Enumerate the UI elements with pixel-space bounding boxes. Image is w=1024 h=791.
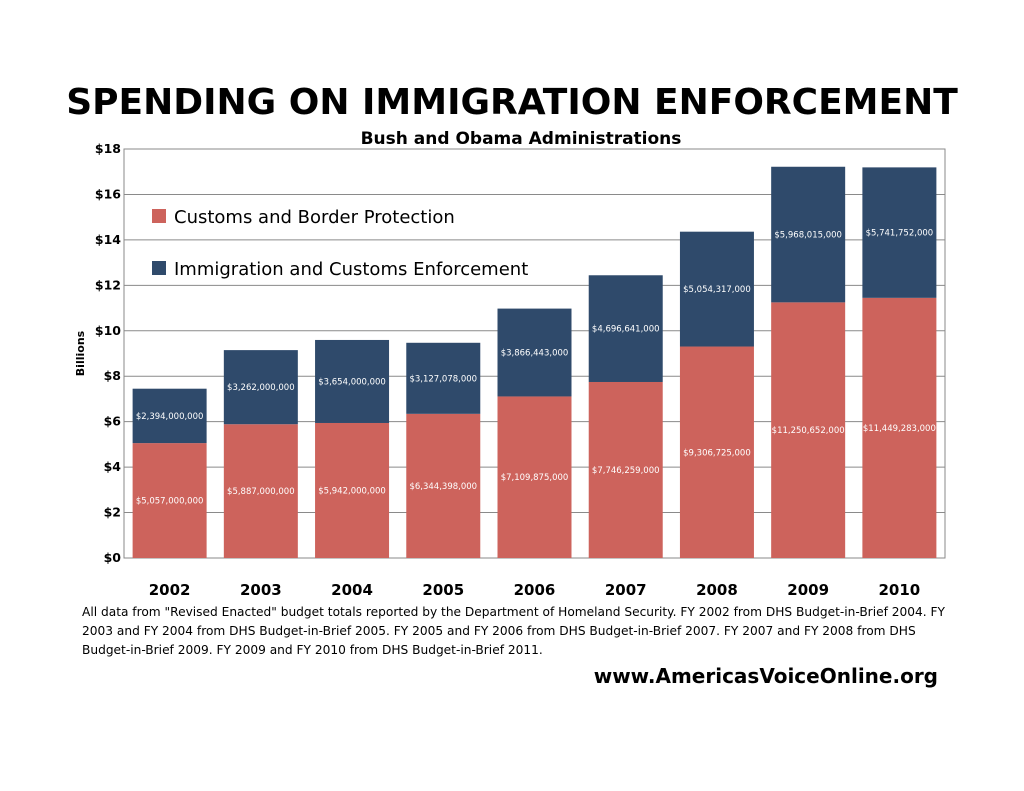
cbp-value-label: $7,109,875,000 (501, 473, 569, 483)
cbp-value-label: $6,344,398,000 (409, 482, 477, 492)
ice-value-label: $2,394,000,000 (136, 412, 204, 422)
chart-title: SPENDING ON IMMIGRATION ENFORCEMENT (66, 82, 958, 123)
ice-bar-2004 (315, 339, 390, 423)
y-tick-label: $4 (104, 459, 122, 474)
cbp-value-label: $9,306,725,000 (683, 448, 751, 458)
cbp-bar-2005 (406, 413, 481, 558)
ice-value-label: $5,741,752,000 (866, 229, 934, 239)
cbp-value-label: $5,942,000,000 (318, 486, 386, 496)
ice-bar-2003 (223, 350, 298, 425)
x-tick-label: 2005 (422, 581, 464, 599)
ice-bar-2010 (862, 167, 937, 298)
y-tick-label: $12 (95, 277, 121, 292)
ice-value-label: $5,968,015,000 (774, 231, 842, 241)
stacked-bar-chart: $0 $2 $4 $6 $8 $10 $12 $14 $16 $18 Billions $5,057,… (74, 141, 946, 599)
legend-swatch (152, 209, 166, 223)
cbp-bar-2007 (588, 381, 663, 558)
ice-bar-2002 (132, 388, 207, 444)
cbp-value-label: $5,887,000,000 (227, 487, 295, 497)
x-tick-label: 2002 (149, 581, 191, 599)
x-tick-label: 2009 (787, 581, 829, 599)
ice-value-label: $5,054,317,000 (683, 285, 751, 295)
ice-value-label: $3,262,000,000 (227, 383, 295, 393)
x-tick-label: 2008 (696, 581, 738, 599)
cbp-value-label: $11,250,652,000 (772, 426, 845, 436)
y-tick-label: $2 (104, 505, 121, 520)
x-tick-label: 2010 (879, 581, 921, 599)
ice-value-label: $3,127,078,000 (409, 374, 477, 384)
cbp-value-label: $5,057,000,000 (136, 497, 204, 507)
ice-value-label: $4,696,641,000 (592, 325, 660, 335)
y-tick-label: $14 (95, 232, 121, 247)
x-tick-label: 2004 (331, 581, 373, 599)
ice-value-label: $3,866,443,000 (501, 349, 569, 359)
x-tick-label: 2006 (514, 581, 556, 599)
y-tick-label: $8 (104, 368, 121, 383)
cbp-bar-2002 (132, 443, 207, 558)
legend-swatch (152, 261, 166, 275)
cbp-bar-2004 (315, 422, 390, 558)
ice-bar-2007 (588, 275, 663, 382)
ice-bar-2008 (679, 231, 754, 347)
cbp-bar-2008 (679, 346, 754, 558)
y-tick-label: $0 (104, 550, 122, 565)
y-tick-label: $16 (95, 186, 121, 201)
ice-bar-2005 (406, 342, 481, 414)
cbp-bar-2003 (223, 424, 298, 558)
chart-subtitle: Bush and Obama Administrations (360, 129, 682, 149)
website-url: www.AmericasVoiceOnline.org (593, 664, 938, 688)
ice-value-label: $3,654,000,000 (318, 377, 386, 387)
cbp-bar-2010 (862, 297, 937, 558)
source-note: All data from "Revised Enacted" budget t… (82, 605, 945, 657)
cbp-bar-2009 (771, 302, 846, 558)
y-tick-label: $18 (95, 141, 121, 156)
y-axis-label: Billions (74, 330, 87, 376)
legend-label: Immigration and Customs Enforcement (174, 259, 528, 280)
y-tick-label: $6 (104, 414, 122, 429)
ice-bar-2006 (497, 308, 572, 397)
ice-bar-2009 (771, 166, 846, 303)
cbp-value-label: $7,746,259,000 (592, 466, 660, 476)
y-tick-label: $10 (95, 323, 121, 338)
legend-label: Customs and Border Protection (174, 207, 455, 228)
cbp-bar-2006 (497, 396, 572, 558)
x-tick-label: 2003 (240, 581, 282, 599)
x-tick-label: 2007 (605, 581, 647, 599)
cbp-value-label: $11,449,283,000 (863, 424, 936, 434)
